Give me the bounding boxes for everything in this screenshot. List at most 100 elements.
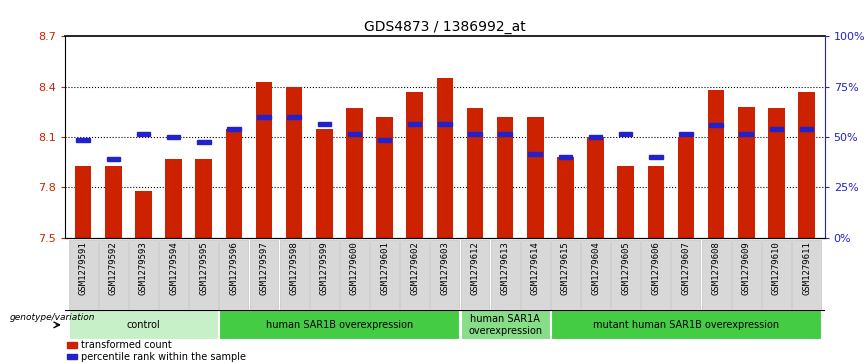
FancyBboxPatch shape (490, 240, 520, 310)
Bar (348, 131, 361, 136)
Bar (377, 117, 393, 238)
Text: human SAR1A
overexpression: human SAR1A overexpression (468, 314, 542, 336)
Text: GSM1279604: GSM1279604 (591, 242, 600, 295)
Text: GSM1279613: GSM1279613 (501, 242, 510, 295)
Text: GSM1279603: GSM1279603 (440, 242, 450, 295)
Bar (346, 109, 363, 238)
Bar (438, 122, 451, 126)
FancyBboxPatch shape (189, 240, 218, 310)
Bar (197, 140, 211, 144)
Bar (227, 127, 240, 131)
FancyBboxPatch shape (310, 240, 339, 310)
FancyBboxPatch shape (701, 240, 731, 310)
Text: GSM1279606: GSM1279606 (651, 242, 661, 295)
Bar (316, 129, 332, 238)
Bar (559, 155, 572, 159)
Bar (67, 354, 76, 359)
Text: GSM1279597: GSM1279597 (260, 242, 268, 295)
Text: GSM1279592: GSM1279592 (108, 242, 118, 295)
Bar (738, 107, 754, 238)
Bar (589, 135, 602, 139)
Bar (256, 82, 273, 238)
Text: GSM1279615: GSM1279615 (561, 242, 570, 295)
Text: GSM1279594: GSM1279594 (169, 242, 178, 295)
FancyBboxPatch shape (641, 240, 670, 310)
FancyBboxPatch shape (431, 240, 459, 310)
Text: genotype/variation: genotype/variation (10, 313, 95, 322)
FancyBboxPatch shape (159, 240, 188, 310)
Bar (408, 122, 422, 126)
Text: GSM1279602: GSM1279602 (411, 242, 419, 295)
Text: GSM1279610: GSM1279610 (772, 242, 781, 295)
FancyBboxPatch shape (611, 240, 640, 310)
Bar (226, 129, 242, 238)
Text: transformed count: transformed count (81, 340, 172, 350)
Bar (619, 131, 633, 136)
Text: GSM1279605: GSM1279605 (621, 242, 630, 295)
Bar (588, 137, 604, 238)
FancyBboxPatch shape (400, 240, 429, 310)
Bar (799, 127, 813, 131)
Bar (136, 131, 150, 136)
FancyBboxPatch shape (69, 240, 97, 310)
FancyBboxPatch shape (792, 240, 821, 310)
Bar (648, 166, 664, 238)
Bar (557, 157, 574, 238)
Title: GDS4873 / 1386992_at: GDS4873 / 1386992_at (364, 20, 526, 34)
Text: GSM1279598: GSM1279598 (290, 242, 299, 295)
Text: control: control (127, 320, 161, 330)
Bar (649, 155, 662, 159)
Text: GSM1279599: GSM1279599 (319, 242, 329, 295)
Text: GSM1279612: GSM1279612 (470, 242, 479, 295)
Bar (768, 109, 785, 238)
FancyBboxPatch shape (279, 240, 309, 310)
Text: mutant human SAR1B overexpression: mutant human SAR1B overexpression (593, 320, 779, 330)
Bar (679, 131, 693, 136)
Bar (498, 131, 512, 136)
Bar (678, 137, 694, 238)
Bar (527, 117, 543, 238)
Text: GSM1279596: GSM1279596 (229, 242, 239, 295)
Bar (496, 117, 513, 238)
Text: GSM1279614: GSM1279614 (530, 242, 540, 295)
Bar (709, 123, 723, 127)
Bar (617, 166, 634, 238)
Text: GSM1279601: GSM1279601 (380, 242, 389, 295)
Bar (468, 131, 482, 136)
FancyBboxPatch shape (69, 310, 218, 339)
FancyBboxPatch shape (340, 240, 369, 310)
FancyBboxPatch shape (99, 240, 128, 310)
FancyBboxPatch shape (461, 240, 490, 310)
Bar (195, 159, 212, 238)
Bar (437, 78, 453, 238)
Text: GSM1279591: GSM1279591 (79, 242, 88, 295)
Bar (257, 115, 271, 119)
FancyBboxPatch shape (461, 310, 549, 339)
Text: GSM1279593: GSM1279593 (139, 242, 148, 295)
Bar (740, 131, 753, 136)
FancyBboxPatch shape (129, 240, 158, 310)
Bar (165, 159, 182, 238)
FancyBboxPatch shape (551, 310, 821, 339)
Text: percentile rank within the sample: percentile rank within the sample (81, 352, 246, 362)
Bar (286, 87, 302, 238)
Text: GSM1279607: GSM1279607 (681, 242, 690, 295)
FancyBboxPatch shape (521, 240, 549, 310)
Bar (406, 92, 423, 238)
Text: human SAR1B overexpression: human SAR1B overexpression (266, 320, 413, 330)
Text: GSM1279608: GSM1279608 (712, 242, 720, 295)
Bar (135, 191, 152, 238)
FancyBboxPatch shape (370, 240, 399, 310)
Bar (707, 90, 725, 238)
Bar (167, 135, 181, 139)
FancyBboxPatch shape (249, 240, 279, 310)
Bar (287, 115, 301, 119)
Bar (67, 342, 76, 348)
FancyBboxPatch shape (220, 310, 459, 339)
Text: GSM1279600: GSM1279600 (350, 242, 359, 295)
Bar (76, 138, 90, 143)
FancyBboxPatch shape (220, 240, 248, 310)
Bar (107, 157, 120, 161)
Text: GSM1279595: GSM1279595 (200, 242, 208, 295)
Bar (467, 109, 483, 238)
